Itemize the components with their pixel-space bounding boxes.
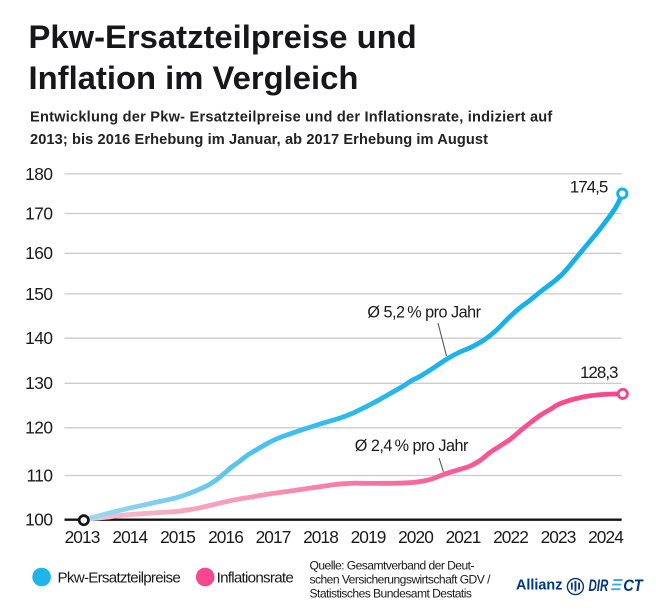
svg-text:160: 160	[25, 243, 52, 263]
svg-text:Allianz: Allianz	[516, 578, 562, 594]
svg-text:Quelle: Gesamtverband der Deut: Quelle: Gesamtverband der Deut-	[310, 559, 475, 573]
svg-text:120: 120	[25, 418, 52, 438]
svg-text:174,5: 174,5	[570, 177, 608, 196]
svg-text:2018: 2018	[303, 527, 338, 547]
svg-text:Ø 5,2 % pro Jahr: Ø 5,2 % pro Jahr	[367, 303, 481, 321]
svg-text:140: 140	[25, 328, 52, 348]
svg-text:2021: 2021	[446, 527, 481, 547]
svg-text:2017: 2017	[256, 527, 291, 547]
svg-text:Inflation im Vergleich: Inflation im Vergleich	[29, 59, 359, 96]
svg-text:100: 100	[25, 510, 52, 530]
svg-text:Statistisches Bundesamt Destat: Statistisches Bundesamt Destatis	[310, 587, 472, 601]
svg-text:150: 150	[25, 284, 52, 304]
svg-text:Pkw-Ersatzteilpreise: Pkw-Ersatzteilpreise	[58, 570, 181, 587]
svg-text:Inflationsrate: Inflationsrate	[217, 570, 294, 587]
svg-text:130: 130	[25, 373, 52, 393]
svg-text:2024: 2024	[588, 527, 624, 547]
svg-text:110: 110	[26, 465, 52, 485]
svg-text:DIR: DIR	[589, 576, 609, 595]
svg-text:Ø 2,4 % pro Jahr: Ø 2,4 % pro Jahr	[355, 437, 469, 455]
svg-text:2023: 2023	[541, 527, 576, 547]
svg-text:2022: 2022	[493, 527, 528, 547]
svg-text:2016: 2016	[208, 527, 243, 547]
svg-text:Entwicklung der Pkw- Ersatztei: Entwicklung der Pkw- Ersatzteilpreise un…	[30, 110, 553, 126]
svg-text:128,3: 128,3	[580, 363, 618, 382]
svg-text:2013; bis 2016 Erhebung im Jan: 2013; bis 2016 Erhebung im Januar, ab 20…	[30, 132, 488, 148]
svg-text:Pkw-Ersatzteilpreise und: Pkw-Ersatzteilpreise und	[29, 18, 417, 55]
svg-text:2013: 2013	[65, 527, 100, 547]
svg-text:180: 180	[25, 164, 52, 184]
svg-text:2020: 2020	[398, 527, 433, 547]
svg-text:170: 170	[25, 203, 52, 223]
svg-text:CT: CT	[623, 576, 644, 595]
svg-text:schen Versicherungswirtschaft: schen Versicherungswirtschaft GDV /	[310, 573, 492, 587]
svg-text:2015: 2015	[160, 527, 195, 547]
svg-text:2019: 2019	[351, 527, 386, 547]
svg-text:2014: 2014	[112, 527, 148, 547]
